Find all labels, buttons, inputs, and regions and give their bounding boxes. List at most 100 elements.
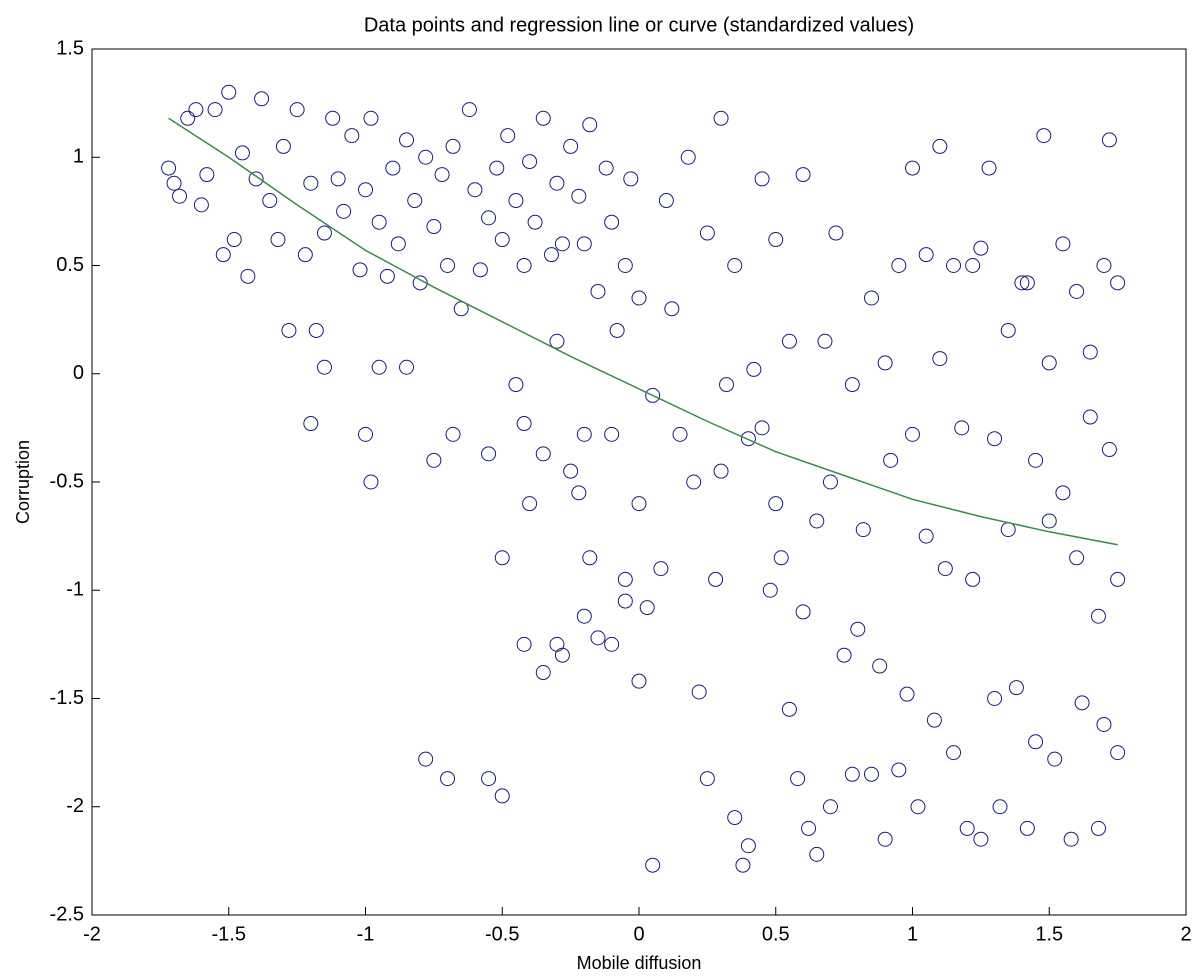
y-tick-label: 1.5 [56,37,84,59]
data-point [735,857,751,873]
data-point [571,485,587,501]
data-point [325,110,341,126]
data-point [371,359,387,375]
data-point [1069,550,1085,566]
data-point [822,474,838,490]
data-point [481,446,497,462]
data-point [863,766,879,782]
data-point [617,593,633,609]
data-point [352,262,368,278]
data-point [883,452,899,468]
y-tick-label: 0.5 [56,254,84,276]
data-point [1101,132,1117,148]
data-point [426,219,442,235]
data-point [461,102,477,118]
data-point [918,528,934,544]
data-point [226,232,242,248]
data-point [434,167,450,183]
data-point [762,582,778,598]
data-point [489,160,505,176]
data-point [617,571,633,587]
data-point [872,658,888,674]
data-point [768,232,784,248]
data-point [336,203,352,219]
data-point [215,247,231,263]
data-point [516,416,532,432]
data-point [836,647,852,663]
data-point [363,110,379,126]
data-point [358,182,373,198]
data-point [371,214,387,230]
data-point [508,377,524,393]
data-point [768,496,784,512]
data-point [1055,236,1071,252]
data-point [248,171,264,187]
data-point [1110,745,1126,761]
data-point [582,117,598,133]
data-point [713,463,729,479]
data-point [1096,258,1112,273]
x-axis-label: Mobile diffusion [577,953,702,973]
data-point [1008,680,1024,696]
y-tick-label: 0 [73,362,84,384]
data-point [1000,322,1016,338]
data-point [188,102,204,118]
data-point [623,171,639,187]
data-point [563,463,579,479]
data-point [1028,734,1044,750]
y-axis-label: Corruption [13,440,33,524]
data-point [527,214,543,230]
data-point [1019,820,1035,836]
data-point [686,474,702,490]
x-tick-label: 2 [1180,923,1191,945]
y-tick-label: 1 [73,146,84,168]
data-point [494,788,510,804]
x-tick-label: 0.5 [762,923,790,945]
x-tick-label: -0.5 [485,923,519,945]
data-point [987,431,1003,447]
data-point [754,420,770,436]
data-point [844,766,860,782]
data-point [571,188,587,204]
data-point [754,171,770,187]
data-point [199,167,215,183]
data-point [959,820,975,836]
data-point [590,283,606,299]
data-point [1110,571,1126,587]
y-tick-label: -1.5 [50,687,84,709]
data-point [385,160,401,176]
data-point [664,301,680,317]
data-point [850,621,866,637]
data-point [289,102,305,118]
data-point [855,522,871,538]
data-point [604,426,620,442]
data-point [516,258,532,273]
data-point [472,262,488,278]
data-point [166,175,182,191]
data-point [426,452,442,468]
data-point [1082,344,1098,360]
data-point [576,236,592,252]
x-tick-label: 1 [907,923,918,945]
data-point [781,333,797,349]
data-point [270,232,286,248]
data-point [822,799,838,815]
data-point [992,799,1008,815]
data-point [344,128,360,144]
data-point [1074,695,1090,711]
data-point [467,182,483,198]
data-point [817,333,833,349]
data-point [981,160,997,176]
regression-curve [168,117,1118,546]
data-point [535,110,551,126]
data-point [910,799,926,815]
chart-title: Data points and regression line or curve… [364,14,914,36]
data-point [399,359,415,375]
data-point [631,673,647,689]
data-point [303,175,319,191]
data-point [937,561,953,577]
data-point [590,630,606,646]
x-tick-label: 1.5 [1035,923,1063,945]
